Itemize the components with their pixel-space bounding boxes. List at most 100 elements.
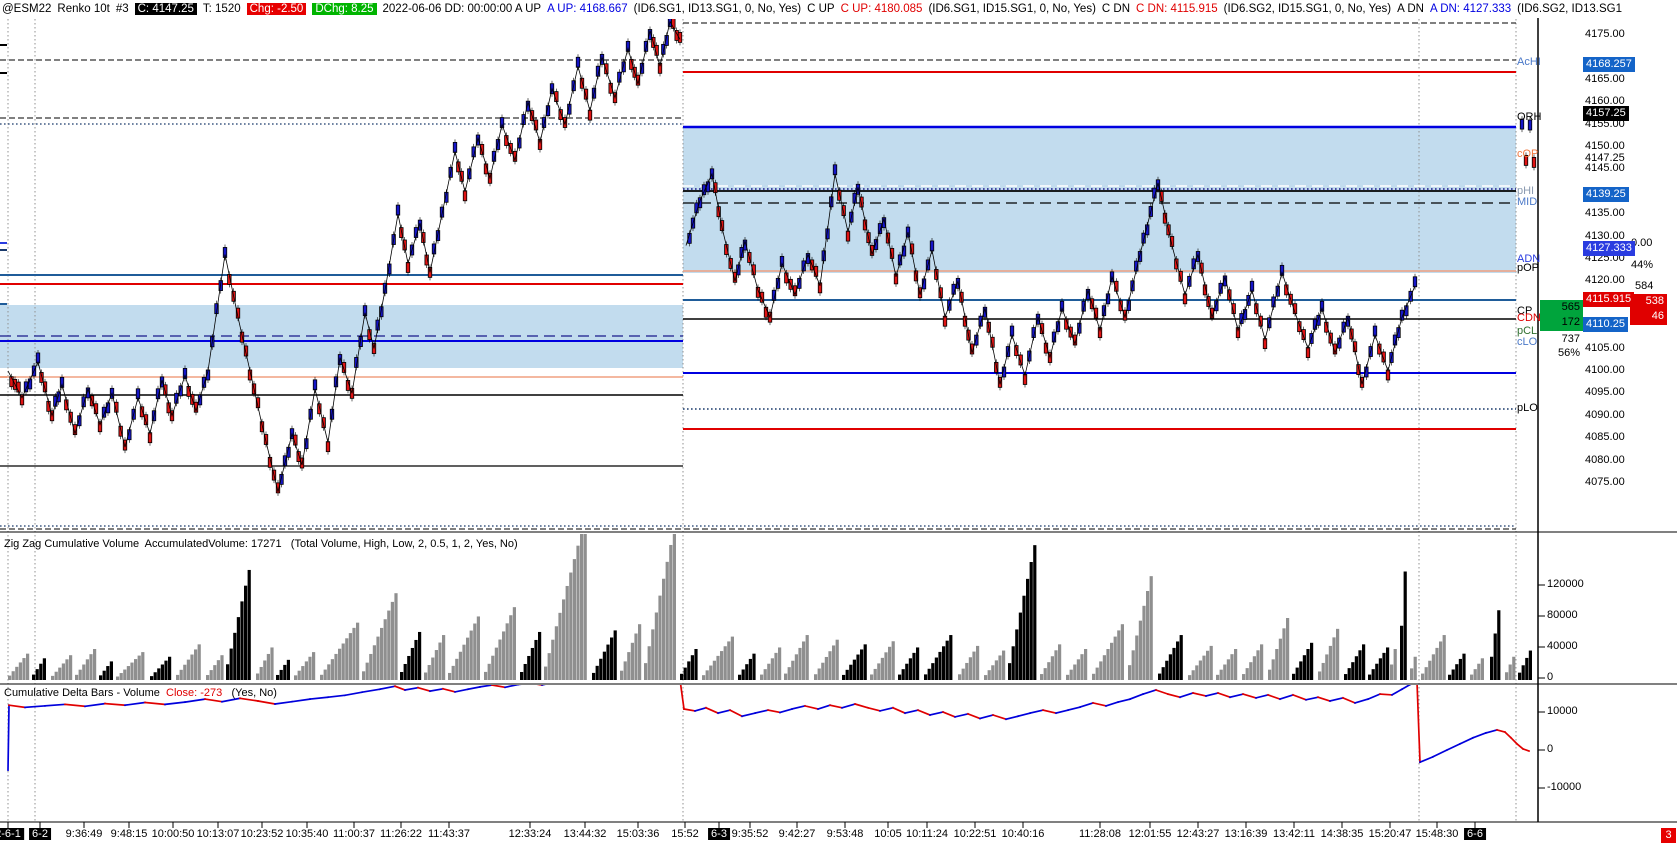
volume-axis-label: 120000 (1547, 578, 1584, 590)
header-segment: (ID6.SG2, ID15.SG1, 0, No, Yes) (1223, 3, 1392, 15)
price-axis-label: 4145.00 (1585, 162, 1625, 174)
price-axis-label: 4085.00 (1585, 431, 1625, 443)
time-axis-label: 11:28:08 (1078, 828, 1122, 840)
delta-axis-label: -10000 (1547, 781, 1582, 793)
header-bar: @ESM22 Renko 10t #3 C: 4147.25 T: 1520 Chg: -… (2, 1, 1677, 17)
time-axis-label: 10:13:07 (196, 828, 240, 840)
header-segment: A UP: 4168.667 (547, 3, 628, 15)
alert-badge[interactable]: 3 (1661, 828, 1676, 843)
header-segment: T: 1520 (202, 3, 241, 15)
study-edge-label: pHI (1517, 185, 1535, 197)
time-axis-label: 9:53:48 (826, 828, 864, 840)
time-axis-label: 10:00:50 (151, 828, 195, 840)
price-axis-label: 4095.00 (1585, 386, 1625, 398)
header-segment: C: 4147.25 (134, 3, 197, 15)
time-axis-label: 6-2 (29, 828, 51, 840)
axis-annotation: 56% (1557, 347, 1580, 359)
price-axis-label: 4130.00 (1585, 230, 1625, 242)
axis-annotation: 44% (1631, 259, 1654, 271)
study-edge-label: cOP (1517, 148, 1539, 160)
time-axis-label: 2-6-1 (0, 828, 24, 840)
time-axis-label: 11:26:22 (379, 828, 423, 840)
price-axis-label: 4135.00 (1585, 207, 1625, 219)
time-axis-label: 6-6 (1464, 828, 1486, 840)
time-axis-label: 11:43:37 (427, 828, 471, 840)
price-axis-label: 4165.00 (1585, 73, 1625, 85)
axis-annotation-value: 565 (1561, 301, 1580, 313)
time-axis-label: 12:33:24 (508, 828, 552, 840)
time-axis-label: 13:16:39 (1224, 828, 1268, 840)
time-axis-label: 11:00:37 (332, 828, 376, 840)
study-edge-label: pLO (1517, 402, 1538, 414)
delta-close-value: Close: -273 (166, 687, 223, 699)
time-axis-label: 13:44:32 (563, 828, 607, 840)
volume-axis-label: 80000 (1547, 609, 1578, 621)
price-axis-label: 4150.00 (1585, 140, 1625, 152)
time-axis-label: 10:23:52 (240, 828, 284, 840)
price-chip: 4139.25 (1583, 187, 1629, 202)
axis-annotation: 737 (1561, 333, 1580, 345)
delta-study-params: (Yes, No) (231, 687, 277, 699)
study-edge-label: AcHI (1517, 56, 1541, 68)
header-segment: A DN: 4127.333 (1429, 3, 1512, 15)
time-axis-label: 15:03:36 (616, 828, 660, 840)
header-segment: C DN: 4115.915 (1136, 3, 1218, 15)
time-axis-label: 12:01:55 (1128, 828, 1172, 840)
price-axis-label: 4120.00 (1585, 274, 1625, 286)
price-axis-label: 4075.00 (1585, 476, 1625, 488)
time-axis-label: 6-3 (708, 828, 730, 840)
time-axis-label: 15:48:30 (1415, 828, 1459, 840)
time-axis-label: 10:22:51 (953, 828, 997, 840)
price-axis-label: 4160.00 (1585, 95, 1625, 107)
price-chip: 4127.333 (1583, 241, 1635, 256)
header-segment: @ESM22 (2, 3, 52, 15)
header-segment: (ID6.SG1, ID15.SG1, 0, No, Yes) (928, 3, 1096, 15)
header-segment: C UP: 4180.085 (840, 3, 923, 15)
time-axis-label: 10:05 (874, 828, 902, 840)
time-axis-label: 14:38:35 (1320, 828, 1364, 840)
volume-study-params: (Total Volume, High, Low, 2, 0.5, 1, 2, … (290, 538, 518, 550)
time-axis-label: 9:48:15 (110, 828, 148, 840)
delta-study-name: Cumulative Delta Bars - Volume (4, 687, 160, 699)
header-segment: Chg: -2.50 (246, 3, 307, 15)
header-segment: C UP (807, 3, 835, 15)
volume-panel-title: Zig Zag Cumulative Volume AccumulatedVol… (4, 538, 518, 550)
axis-annotation-box: 565 172 (1540, 300, 1583, 331)
price-axis-label: 4147.25 (1585, 152, 1625, 164)
volume-study-name: Zig Zag Cumulative Volume (4, 538, 140, 550)
axis-annotation: 584 (1635, 280, 1654, 292)
header-segment: DChg: 8.25 (312, 3, 377, 15)
price-axis-label: 4080.00 (1585, 454, 1625, 466)
price-axis-label: 4155.00 (1585, 118, 1625, 130)
time-axis-label: 10:40:16 (1001, 828, 1045, 840)
volume-study-value: AccumulatedVolume: 17271 (144, 538, 282, 550)
time-axis-label: 15:52 (671, 828, 699, 840)
time-axis-label: 10:35:40 (285, 828, 329, 840)
header-segment: A DN (1397, 3, 1424, 15)
time-axis-label: 12:43:27 (1176, 828, 1220, 840)
header-segment: (ID6.SG2, ID13.SG1 (1517, 3, 1622, 15)
axis-annotation-value: 538 (1645, 295, 1664, 307)
delta-axis-label: 0 (1547, 743, 1554, 755)
axis-annotation-box: 538 46 (1630, 294, 1667, 325)
time-axis-label: 9:36:49 (65, 828, 103, 840)
time-axis-label: 15:20:47 (1368, 828, 1412, 840)
volume-axis-label: 40000 (1547, 640, 1578, 652)
price-axis-label: 4105.00 (1585, 342, 1625, 354)
study-edge-label: MID (1517, 196, 1538, 208)
price-axis-label: 4090.00 (1585, 409, 1625, 421)
time-axis-label: 10:11:24 (905, 828, 949, 840)
header-segment: C DN (1101, 3, 1131, 15)
study-edge-label: cLO (1517, 336, 1538, 348)
axis-annotation: 0.00 (1631, 237, 1653, 249)
price-chip: 4157.25 (1583, 106, 1629, 121)
study-edge-label: ORH (1517, 111, 1542, 123)
header-segment: 2022-06-06 DD: 00:00:00 A UP (382, 3, 542, 15)
study-edge-label: pCL (1517, 325, 1538, 337)
price-chip: 4168.257 (1583, 57, 1635, 72)
study-edge-label: ADN (1517, 253, 1541, 265)
price-chip: 4110.25 (1583, 317, 1628, 332)
delta-axis-label: 10000 (1547, 705, 1578, 717)
